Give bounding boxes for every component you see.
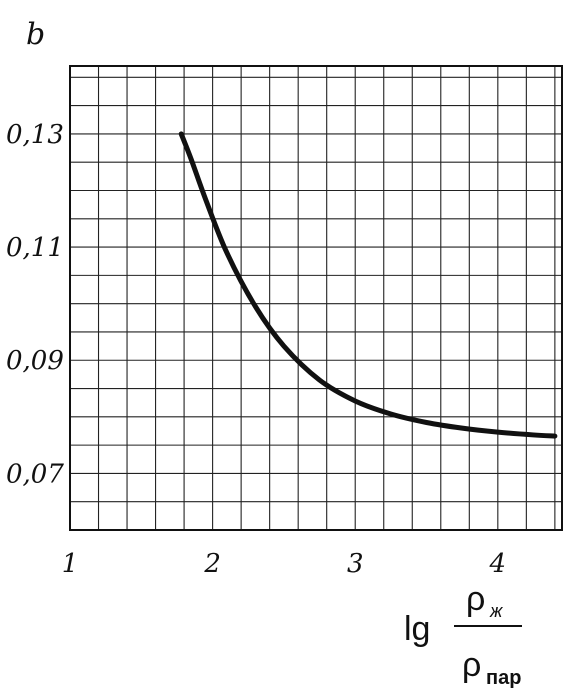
curve-layer bbox=[178, 131, 558, 439]
y-tick-labels: 0,07 0,09 0,11 0,13 bbox=[6, 120, 64, 490]
x-axis-title-numerator-sub: ж bbox=[489, 601, 504, 621]
x-tick-label: 1 bbox=[62, 549, 79, 579]
plot-frame bbox=[69, 65, 563, 531]
x-tick-label: 2 bbox=[203, 549, 221, 579]
y-tick-label: 0,11 bbox=[6, 233, 64, 263]
y-tick-label: 0,13 bbox=[6, 120, 64, 150]
y-tick-label: 0,09 bbox=[6, 346, 64, 376]
x-tick-label: 3 bbox=[347, 549, 364, 579]
series-line-0 bbox=[178, 131, 558, 439]
x-axis-title-denominator-sub: пар bbox=[486, 667, 521, 689]
x-axis-title-denominator: ρ bbox=[462, 646, 481, 684]
x-tick-label: 4 bbox=[489, 549, 507, 579]
x-axis-title-prefix: lg bbox=[404, 610, 430, 648]
y-axis-title: b bbox=[26, 17, 45, 52]
x-axis-title-numerator: ρ bbox=[466, 580, 485, 618]
x-tick-labels: 1 2 3 4 bbox=[62, 549, 506, 579]
y-tick-label: 0,07 bbox=[6, 459, 64, 489]
grid bbox=[69, 66, 562, 531]
x-axis-title: lg ρ ж ρ пар bbox=[404, 580, 522, 689]
plot-border bbox=[69, 65, 563, 531]
